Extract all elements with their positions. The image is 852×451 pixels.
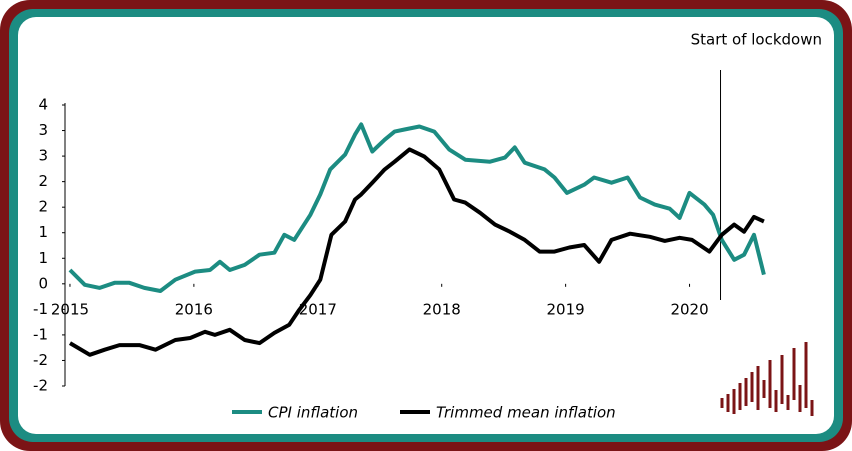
y-tick-label: -1 (33, 300, 48, 318)
series-line (68, 147, 765, 357)
legend-label: Trimmed mean inflation (436, 404, 616, 422)
annotation-text: Start of lockdown (691, 31, 822, 49)
x-tick-label: 2018 (423, 300, 461, 318)
y-tick-label: -1 (33, 325, 48, 343)
y-tick-label: -2 (33, 377, 48, 395)
y-tick-label: -2 (33, 351, 48, 369)
x-tick-label: 2019 (547, 300, 585, 318)
y-tick-label: 3 (38, 121, 48, 139)
y-tick-label: 2 (38, 172, 48, 190)
series-line (68, 122, 766, 293)
plot-background (18, 17, 834, 434)
y-tick-label: 1 (38, 249, 48, 267)
x-tick-label: 2016 (175, 300, 213, 318)
y-tick-label: 4 (38, 96, 48, 114)
y-tick-label: 1 (38, 223, 48, 241)
x-tick-label: 2020 (670, 300, 708, 318)
x-tick-label: 2017 (299, 300, 337, 318)
y-tick-label: 2 (38, 198, 48, 216)
y-tick-label: 0 (38, 274, 48, 292)
y-tick-label: 3 (38, 147, 48, 165)
legend-label: CPI inflation (268, 404, 358, 422)
x-tick-label: 2015 (51, 300, 89, 318)
logo (720, 342, 814, 416)
